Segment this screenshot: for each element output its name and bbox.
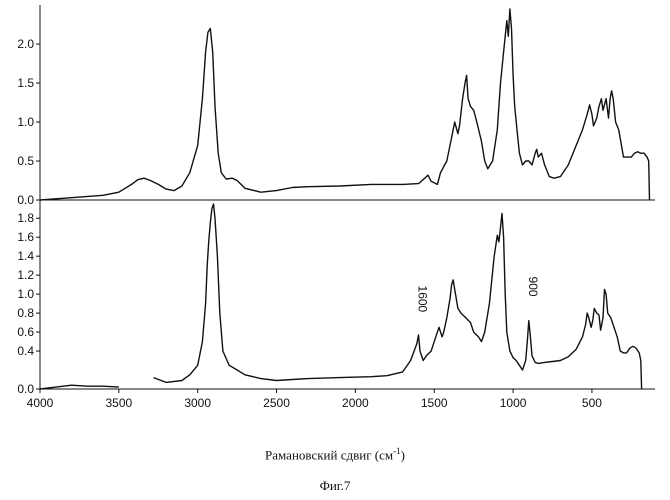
x-tick-label: 3500 [105,396,132,410]
x-axis-label-close: ) [401,447,405,462]
bottom-y-tick-label: 0.0 [17,382,34,396]
x-tick-label: 1000 [500,396,527,410]
x-axis-label: Рамановский сдвиг (см-1) [0,446,670,463]
x-tick-label: 2500 [263,396,290,410]
bottom-y-tick-label: 0.4 [17,344,34,358]
bottom-y-tick-label: 0.8 [17,306,34,320]
x-tick-label: 500 [582,396,602,410]
raman-spectrum-chart: 0.0 0.5 1.0 1.5 2.0 0.0 0.4 0.6 0.8 1.0 1.2 1.4 1.6 1… [0,0,670,445]
bottom-y-tick-label: 1.2 [17,268,34,282]
top-spectrum-line [40,9,650,200]
bottom-spectrum-line [40,385,119,389]
figure-caption: Фиг.7 [0,478,670,494]
bottom-y-tick-label: 1.4 [17,249,34,263]
bottom-spectrum-line [154,204,642,389]
x-tick-label: 2000 [342,396,369,410]
top-y-tick-label: 1.0 [17,115,34,129]
x-axis-label-main: Рамановский сдвиг (см [265,447,393,462]
bottom-y-tick-label: 1.8 [17,211,34,225]
peak-annotation-1600: 1600 [415,286,429,313]
x-tick-label: 1500 [421,396,448,410]
x-axis-label-sup: -1 [393,446,401,456]
bottom-y-tick-label: 1.6 [17,230,34,244]
top-y-tick-label: 0.0 [17,193,34,207]
top-y-tick-label: 2.0 [17,37,34,51]
bottom-y-tick-label: 1.0 [17,287,34,301]
top-y-tick-label: 1.5 [17,76,34,90]
bottom-y-tick-label: 0.6 [17,325,34,339]
x-tick-label: 4000 [27,396,54,410]
peak-annotation-900: 900 [526,277,540,297]
top-y-tick-label: 0.5 [17,154,34,168]
x-tick-label: 3000 [184,396,211,410]
